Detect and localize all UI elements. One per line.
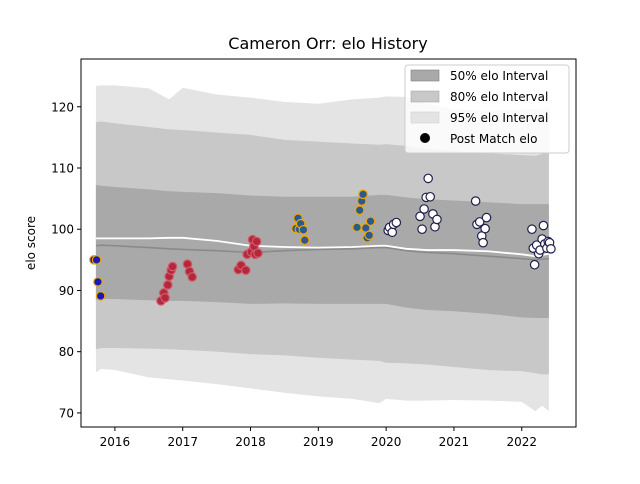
post-match-point — [387, 227, 398, 238]
post-match-point — [529, 259, 540, 270]
post-match-point — [478, 237, 488, 248]
post-match-point — [481, 212, 492, 223]
post-match-point — [93, 277, 103, 287]
legend-label-post-match: Post Match elo — [450, 132, 537, 146]
legend-label-80: 80% elo Interval — [450, 90, 548, 104]
legend-swatch-50 — [410, 69, 440, 82]
post-match-point — [167, 261, 178, 272]
mean-line — [95, 236, 550, 258]
post-match-point — [298, 225, 309, 235]
post-match-point — [417, 224, 427, 235]
post-match-point — [527, 224, 537, 235]
post-match-point — [365, 216, 376, 227]
y-tick-label: 100 — [51, 223, 74, 237]
legend-label-50: 50% elo Interval — [450, 69, 548, 83]
post-match-point — [354, 205, 365, 216]
post-match-point — [546, 244, 556, 254]
legend-marker-post-match — [420, 133, 430, 143]
post-match-point — [432, 214, 442, 225]
legend-swatch-80 — [410, 90, 440, 103]
post-match-point — [474, 217, 485, 227]
post-match-point — [160, 293, 170, 303]
post-match-point — [423, 173, 433, 184]
post-match-point — [187, 272, 198, 282]
y-tick-label: 70 — [59, 406, 74, 420]
x-tick-label: 2019 — [303, 435, 334, 449]
post-match-point — [95, 291, 106, 301]
legend-swatch-95 — [410, 111, 440, 124]
post-match-point — [240, 265, 251, 276]
post-match-point — [419, 204, 429, 214]
post-match-point — [480, 223, 490, 234]
y-tick-label: 80 — [59, 345, 74, 359]
x-tick-label: 2018 — [235, 435, 266, 449]
post-match-point — [358, 189, 368, 200]
median-line — [95, 244, 549, 261]
post-match-point — [415, 211, 425, 222]
post-match-point — [425, 191, 436, 202]
post-match-point — [364, 230, 374, 241]
post-match-point — [91, 255, 102, 265]
y-tick-label: 120 — [51, 100, 74, 114]
y-axis-label: elo score — [24, 216, 38, 270]
post-match-point — [251, 236, 262, 247]
post-match-point — [391, 217, 402, 228]
post-match-point — [162, 280, 173, 290]
plot-frame — [80, 58, 577, 428]
x-tick-label: 2016 — [100, 435, 131, 449]
x-tick-label: 2017 — [167, 435, 198, 449]
post-match-point — [352, 222, 362, 233]
x-tick-label: 2020 — [371, 435, 402, 449]
y-tick-label: 110 — [51, 161, 74, 175]
y-tick-label: 90 — [59, 284, 74, 298]
post-match-point — [299, 235, 310, 246]
chart-title: Cameron Orr: elo History — [228, 34, 427, 53]
legend-frame — [404, 64, 570, 154]
post-match-point — [538, 220, 549, 231]
x-tick-label: 2021 — [439, 435, 470, 449]
legend: 50% elo Interval 80% elo Interval 95% el… — [404, 64, 570, 154]
post-match-point — [253, 248, 263, 258]
legend-label-95: 95% elo Interval — [450, 111, 548, 125]
x-tick-label: 2022 — [506, 435, 537, 449]
post-match-point — [470, 196, 481, 206]
